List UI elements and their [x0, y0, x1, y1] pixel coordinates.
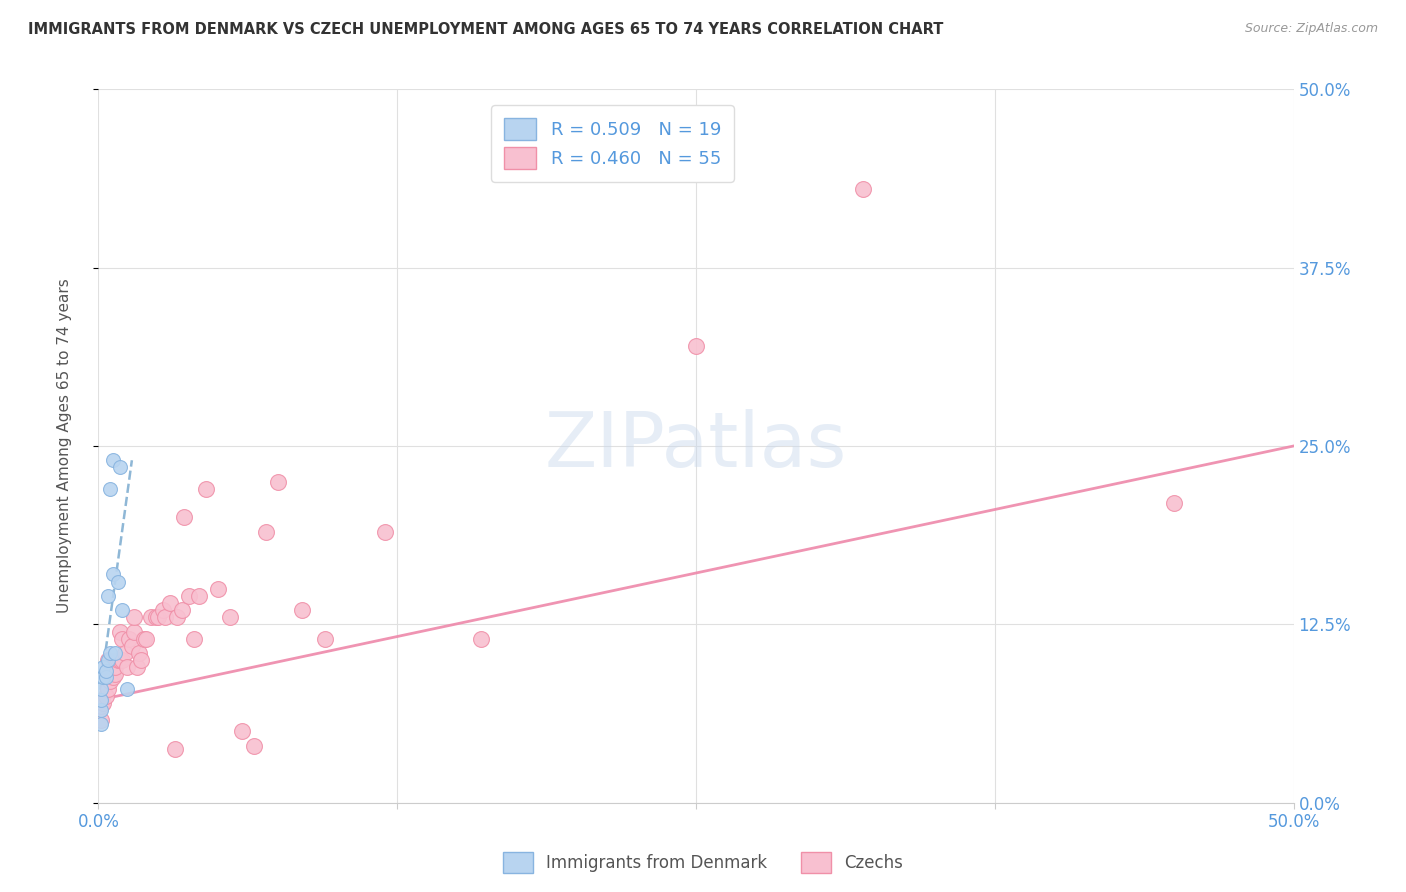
- Y-axis label: Unemployment Among Ages 65 to 74 years: Unemployment Among Ages 65 to 74 years: [58, 278, 72, 614]
- Point: [183, 632, 205, 646]
- Point: [166, 610, 188, 624]
- Point: [187, 589, 209, 603]
- Point: [90, 717, 112, 731]
- Point: [145, 610, 167, 624]
- Point: [90, 703, 112, 717]
- Point: [104, 667, 127, 681]
- Point: [101, 453, 124, 467]
- Point: [111, 603, 134, 617]
- Point: [90, 681, 112, 696]
- Point: [91, 660, 114, 674]
- Point: [315, 632, 337, 646]
- Text: Source: ZipAtlas.com: Source: ZipAtlas.com: [1244, 22, 1378, 36]
- Point: [291, 603, 314, 617]
- Point: [231, 724, 253, 739]
- Point: [132, 632, 155, 646]
- Point: [90, 698, 112, 713]
- Point: [114, 646, 136, 660]
- Point: [91, 696, 114, 710]
- Point: [104, 646, 127, 660]
- Legend: Immigrants from Denmark, Czechs: Immigrants from Denmark, Czechs: [496, 846, 910, 880]
- Point: [685, 339, 707, 353]
- Point: [108, 624, 131, 639]
- Point: [125, 660, 148, 674]
- Point: [159, 596, 181, 610]
- Point: [163, 741, 186, 756]
- Point: [155, 610, 177, 624]
- Point: [90, 693, 112, 707]
- Point: [104, 660, 127, 674]
- Point: [194, 482, 218, 496]
- Point: [90, 713, 112, 727]
- Point: [179, 589, 201, 603]
- Text: IMMIGRANTS FROM DENMARK VS CZECH UNEMPLOYMENT AMONG AGES 65 TO 74 YEARS CORRELAT: IMMIGRANTS FROM DENMARK VS CZECH UNEMPLO…: [28, 22, 943, 37]
- Point: [97, 681, 120, 696]
- Text: ZIPatlas: ZIPatlas: [544, 409, 848, 483]
- Point: [152, 603, 174, 617]
- Point: [219, 610, 242, 624]
- Point: [97, 653, 120, 667]
- Point: [115, 660, 138, 674]
- Point: [107, 574, 129, 589]
- Point: [101, 660, 124, 674]
- Point: [94, 689, 117, 703]
- Point: [135, 632, 157, 646]
- Point: [139, 610, 162, 624]
- Point: [207, 582, 229, 596]
- Point: [173, 510, 195, 524]
- Legend: R = 0.509   N = 19, R = 0.460   N = 55: R = 0.509 N = 19, R = 0.460 N = 55: [491, 105, 734, 182]
- Point: [111, 653, 134, 667]
- Point: [97, 589, 120, 603]
- Point: [118, 632, 141, 646]
- Point: [115, 681, 138, 696]
- Point: [470, 632, 492, 646]
- Point: [98, 482, 122, 496]
- Point: [98, 660, 122, 674]
- Point: [852, 182, 875, 196]
- Point: [111, 632, 134, 646]
- Point: [108, 460, 131, 475]
- Point: [374, 524, 396, 539]
- Point: [121, 639, 143, 653]
- Point: [101, 567, 124, 582]
- Point: [267, 475, 290, 489]
- Point: [108, 653, 131, 667]
- Point: [1163, 496, 1185, 510]
- Point: [243, 739, 266, 753]
- Point: [107, 653, 129, 667]
- Point: [91, 670, 114, 684]
- Point: [148, 610, 170, 624]
- Point: [128, 646, 150, 660]
- Point: [172, 603, 194, 617]
- Point: [254, 524, 277, 539]
- Point: [131, 653, 153, 667]
- Point: [101, 670, 124, 684]
- Point: [94, 670, 117, 684]
- Point: [124, 624, 146, 639]
- Point: [124, 610, 146, 624]
- Point: [97, 653, 120, 667]
- Point: [98, 674, 122, 689]
- Point: [98, 646, 122, 660]
- Point: [94, 665, 117, 679]
